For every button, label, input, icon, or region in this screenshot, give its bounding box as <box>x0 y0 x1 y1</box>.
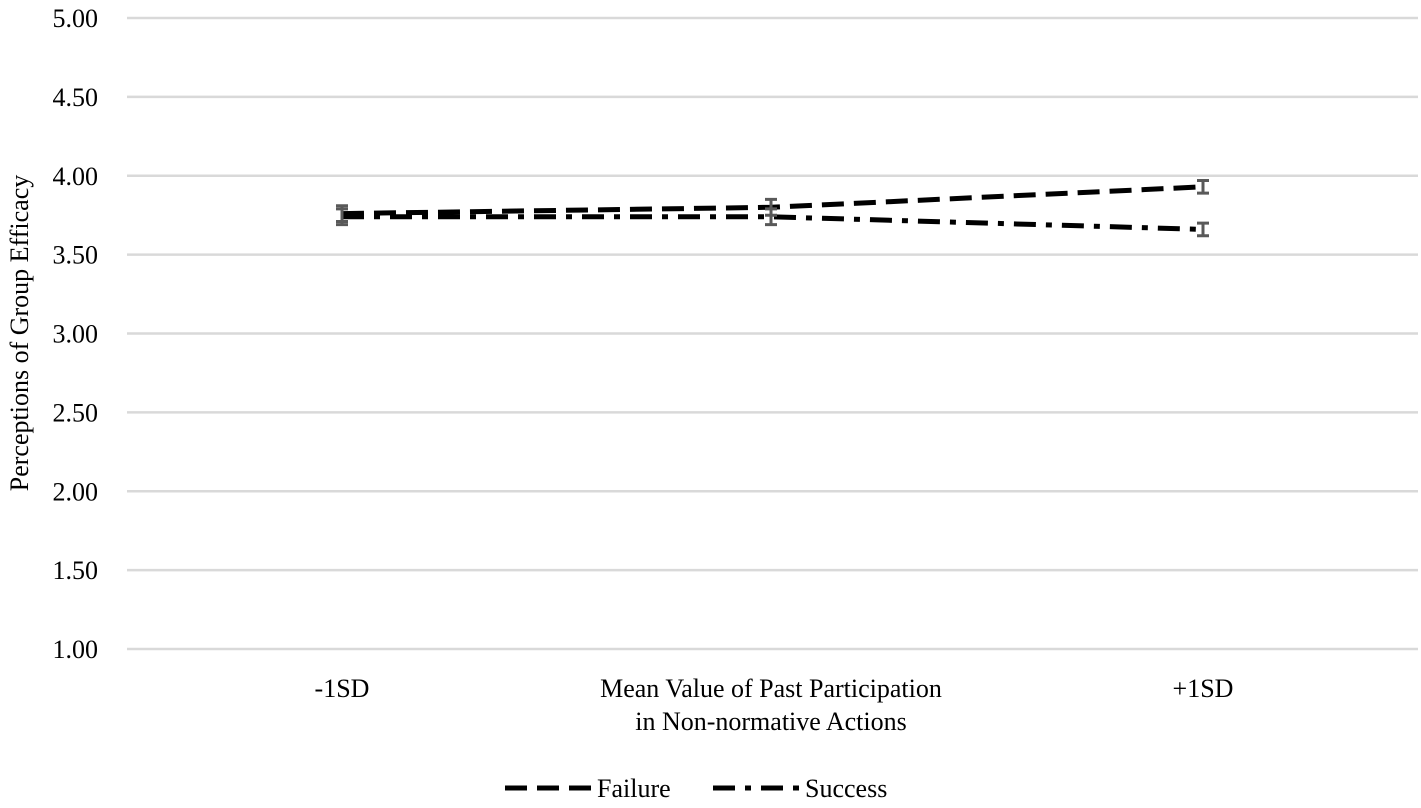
y-tick-label: 1.50 <box>53 556 99 585</box>
y-tick-label: 3.00 <box>53 320 99 349</box>
y-tick-labels: 1.00 1.50 2.00 2.50 3.00 3.50 4.00 4.50 5.00 <box>53 4 99 664</box>
y-tick-label: 3.50 <box>53 241 99 270</box>
error-bar <box>1197 221 1209 238</box>
x-tick-label: Mean Value of Past Participation in Non-n… <box>600 674 942 736</box>
x-tick-labels: -1SD Mean Value of Past Participation in N… <box>315 674 1234 736</box>
y-tick-label: 4.00 <box>53 162 99 191</box>
x-tick-label-line: Mean Value of Past Participation <box>600 674 942 703</box>
legend-label-failure: Failure <box>597 774 671 803</box>
y-tick-label: 5.00 <box>53 4 99 33</box>
error-bar <box>1197 178 1209 195</box>
x-tick-label: +1SD <box>1173 674 1234 703</box>
error-bars <box>336 178 1209 238</box>
x-tick-label-line: +1SD <box>1173 674 1234 703</box>
legend: Failure Success <box>505 774 887 803</box>
gridlines <box>127 16 1418 651</box>
legend-label-success: Success <box>805 774 887 803</box>
x-tick-label: -1SD <box>315 674 370 703</box>
y-tick-label: 2.50 <box>53 398 99 427</box>
y-tick-label: 2.00 <box>53 477 99 506</box>
error-bar <box>765 207 777 227</box>
y-axis-label: Perceptions of Group Efficacy <box>5 175 34 491</box>
x-tick-label-line: in Non-normative Actions <box>635 707 907 736</box>
y-tick-label: 1.00 <box>53 635 99 664</box>
error-bar <box>336 207 348 227</box>
x-tick-label-line: -1SD <box>315 674 370 703</box>
y-tick-label: 4.50 <box>53 83 99 112</box>
